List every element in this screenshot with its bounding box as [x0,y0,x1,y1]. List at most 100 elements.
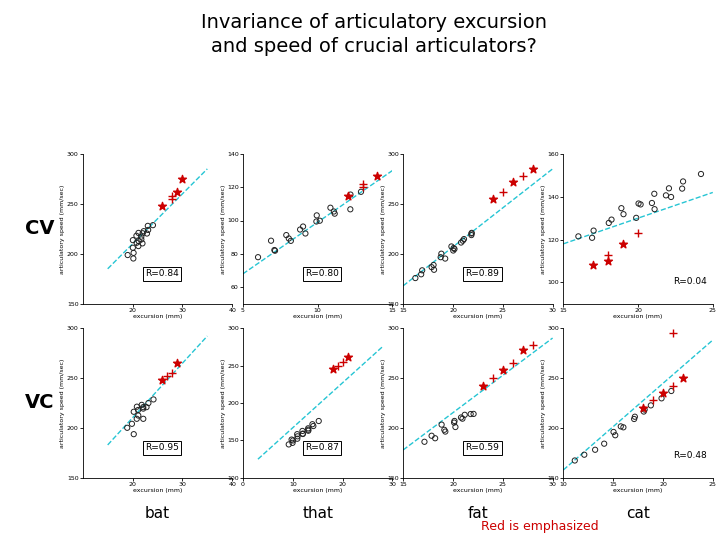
Point [297,427,308,435]
Point [616,204,627,213]
Point [527,165,539,173]
Point [355,187,366,196]
Point [466,229,477,238]
Point [302,427,314,435]
Text: R=0.04: R=0.04 [673,277,707,286]
Point [603,250,614,259]
Point [667,382,679,390]
Text: CV: CV [25,219,54,238]
Text: R=0.87: R=0.87 [305,443,339,453]
Point [428,261,439,269]
Point [446,242,457,251]
Point [167,192,179,200]
Point [148,395,159,404]
Point [632,229,644,238]
Point [419,437,431,446]
Point [603,256,614,265]
Text: Invariance of articulatory excursion
and speed of crucial articulators?: Invariance of articulatory excursion and… [202,14,547,56]
Point [507,178,518,186]
Point [590,446,601,454]
Point [135,232,147,241]
Y-axis label: articulatory speed (mm/sec): articulatory speed (mm/sec) [541,184,546,274]
Point [132,242,144,251]
Point [656,394,667,403]
Text: fat: fat [467,507,488,522]
Point [639,405,650,414]
Point [138,403,149,411]
Y-axis label: articulatory speed (mm/sec): articulatory speed (mm/sec) [60,184,66,274]
Point [608,428,619,436]
Point [281,231,292,239]
Text: cat: cat [626,507,650,522]
Point [297,429,309,438]
Point [449,418,460,427]
Point [292,434,303,443]
Point [269,246,280,254]
Point [426,431,437,440]
Y-axis label: articulatory speed (mm/sec): articulatory speed (mm/sec) [381,184,386,274]
Point [294,225,306,234]
Point [455,238,467,247]
Point [458,235,469,244]
Point [586,233,598,242]
Point [142,221,153,230]
Point [287,436,299,445]
Point [457,237,469,245]
Point [598,440,610,448]
Point [141,403,153,411]
Point [645,401,657,410]
Point [449,245,460,253]
Point [456,414,468,423]
X-axis label: excursion (mm): excursion (mm) [613,489,663,494]
Point [130,232,142,240]
Point [569,456,580,465]
Point [176,174,188,183]
Point [631,213,642,222]
Point [665,387,677,395]
X-axis label: excursion (mm): excursion (mm) [613,314,663,319]
Point [660,191,672,200]
Point [615,422,626,431]
Point [128,408,140,416]
Point [128,430,140,438]
Point [455,413,467,422]
Point [618,423,629,431]
Point [302,426,314,434]
Y-axis label: articulatory speed (mm/sec): articulatory speed (mm/sec) [541,358,546,448]
Point [265,237,276,245]
Point [314,217,325,225]
Point [307,420,318,429]
Point [466,231,477,239]
Point [415,270,427,279]
Point [678,177,689,186]
Point [286,435,297,444]
Text: Red is emphasized: Red is emphasized [481,520,599,533]
Point [356,179,368,188]
Point [572,232,584,241]
Point [138,415,149,423]
Y-axis label: articulatory speed (mm/sec): articulatory speed (mm/sec) [221,184,225,274]
Point [147,221,158,230]
Point [287,438,298,447]
Point [372,171,383,180]
Point [606,215,617,224]
Point [285,237,297,245]
Point [629,415,640,423]
Point [646,199,657,207]
Point [410,274,421,282]
Point [676,184,688,193]
Point [136,401,148,409]
Point [618,210,629,219]
Point [436,249,447,258]
Point [487,194,498,203]
Point [167,194,179,203]
Point [127,254,139,263]
Point [677,374,688,382]
Text: R=0.80: R=0.80 [305,269,339,278]
Point [269,246,281,255]
Point [439,254,451,263]
Point [635,200,647,209]
Point [297,222,309,231]
X-axis label: excursion (mm): excursion (mm) [132,314,182,319]
Point [157,201,168,210]
